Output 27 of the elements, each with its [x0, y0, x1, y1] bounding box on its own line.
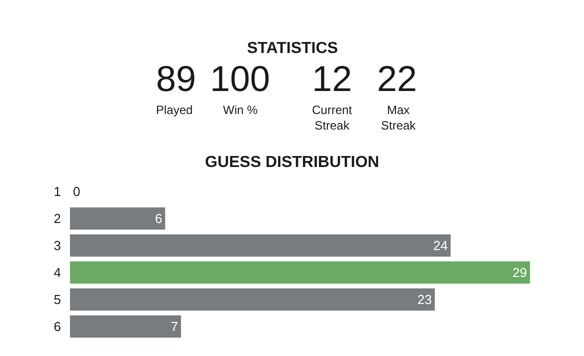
data-label: 6	[154, 211, 162, 226]
y-tick-label: 2	[54, 211, 61, 226]
y-tick-label: 3	[54, 238, 61, 254]
text: STATISTICS	[247, 40, 338, 57]
category-label: Played	[156, 103, 193, 117]
bar	[70, 315, 182, 338]
data-label: 100	[210, 58, 270, 99]
bar	[70, 261, 530, 284]
data-label: 22	[377, 58, 418, 99]
data-label: 23	[417, 292, 432, 307]
category-label: Win %	[223, 103, 258, 117]
category-label: Max Streak	[381, 103, 417, 133]
data-label: 29	[512, 265, 527, 280]
chart-title: GUESS DISTRIBUTION	[205, 154, 380, 171]
y-tick-label: 6	[54, 319, 61, 334]
data-label: 24	[433, 238, 448, 253]
y-tick-label: 4	[54, 265, 61, 280]
y-tick-label: 1	[54, 184, 61, 200]
bar	[70, 288, 435, 311]
data-label: 7	[170, 319, 178, 334]
data-label: 0	[73, 184, 80, 199]
y-tick-label: 5	[54, 292, 61, 308]
bar	[70, 234, 451, 257]
bar	[70, 207, 166, 230]
category-label: Current Streak	[312, 103, 353, 133]
data-label: 12	[312, 58, 352, 99]
data-label: 89	[156, 58, 196, 99]
